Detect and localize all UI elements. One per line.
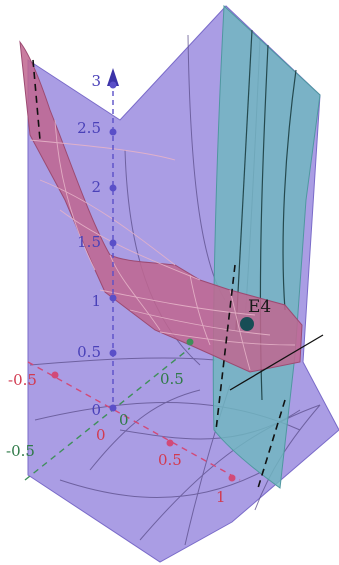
z-tick-dot-0.5 bbox=[109, 349, 117, 357]
y-tick-label: 0.5 bbox=[160, 370, 184, 388]
z-tick-dot-1.5 bbox=[109, 239, 117, 247]
z-tick-dot-3 bbox=[109, 81, 117, 89]
x-tick-label: 1 bbox=[216, 488, 226, 506]
z-tick-label: 0.5 bbox=[77, 343, 101, 361]
tangent-line bbox=[229, 334, 324, 391]
z-tick-dot-2.5 bbox=[109, 128, 117, 136]
pink-surface bbox=[19, 40, 303, 373]
pink-surface-mesh bbox=[29, 119, 296, 371]
origin-dot bbox=[109, 404, 117, 412]
z-tick-label: 3 bbox=[91, 72, 101, 90]
z-tick-label: 2 bbox=[91, 178, 101, 196]
x-axis-line bbox=[27, 361, 241, 481]
x-tick-label: -0.5 bbox=[8, 371, 37, 389]
z-tick-label: 0 bbox=[91, 401, 101, 419]
point-e4-label: E4 bbox=[248, 297, 271, 317]
x-tick-dot-0.5 bbox=[166, 439, 174, 447]
y-tick-label: 0 bbox=[119, 411, 129, 429]
y-axis-ticks: -0.5 0 0.5 bbox=[6, 370, 184, 460]
x-tick-label: 0 bbox=[96, 426, 106, 444]
x-tick-dot-neg-0.5 bbox=[51, 371, 59, 379]
point-e4 bbox=[240, 317, 254, 331]
z-tick-label: 1.5 bbox=[77, 233, 101, 251]
z-tick-label: 1 bbox=[91, 292, 101, 310]
y-axis-line bbox=[24, 347, 191, 481]
z-axis-arrow bbox=[107, 68, 119, 86]
x-axis-ticks: -0.5 0 0.5 1 bbox=[8, 371, 226, 506]
axis-tick-dots bbox=[51, 81, 236, 482]
z-axis-ticks: 3 2.5 2 1.5 1 0.5 0 bbox=[77, 72, 101, 419]
z-tick-dot-1 bbox=[109, 294, 117, 302]
intersection-dashes bbox=[32, 59, 286, 489]
x-tick-label: 0.5 bbox=[158, 451, 182, 469]
y-tick-dot-0.5 bbox=[186, 338, 194, 346]
z-tick-label: 2.5 bbox=[77, 119, 101, 137]
x-tick-dot-1 bbox=[228, 474, 236, 482]
z-tick-dot-2 bbox=[109, 184, 117, 192]
y-tick-label: -0.5 bbox=[6, 442, 35, 460]
